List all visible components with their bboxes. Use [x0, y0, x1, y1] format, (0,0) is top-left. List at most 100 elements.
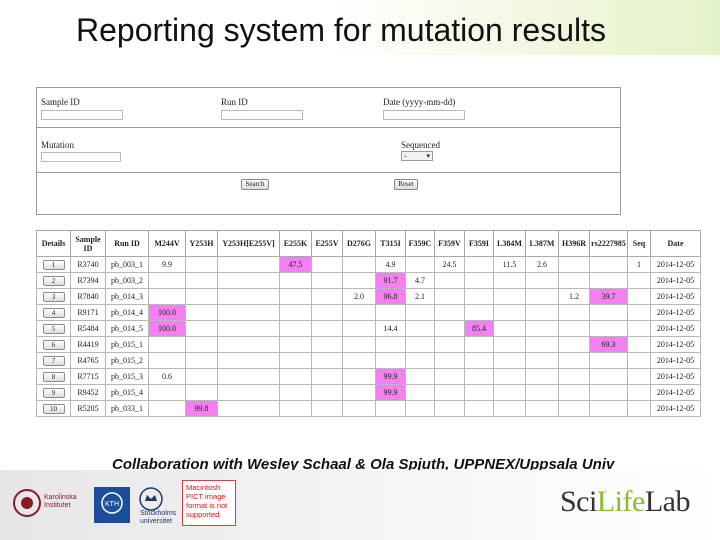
details-button[interactable]: 8: [42, 371, 65, 382]
table-cell: [311, 304, 343, 321]
table-cell: 2014-12-05: [650, 288, 701, 305]
scilifelab-life: Life: [596, 485, 645, 518]
table-cell: [217, 272, 280, 289]
table-cell: [375, 304, 406, 321]
table-cell: [311, 256, 343, 273]
table-cell: R9452: [70, 384, 106, 401]
column-header: Details: [36, 230, 71, 257]
table-row: 8 R7715 pb_015_3 0.6 99.9 2014-12-05: [36, 368, 701, 385]
table-cell: [217, 384, 280, 401]
table-cell: [279, 288, 312, 305]
details-button[interactable]: 7: [42, 355, 65, 366]
table-cell: [342, 352, 376, 369]
table-cell: [589, 320, 628, 337]
table-cell: [279, 304, 312, 321]
details-cell: 6: [36, 336, 71, 353]
details-button[interactable]: 2: [42, 275, 65, 286]
table-cell: [627, 304, 651, 321]
table-cell: [589, 256, 628, 273]
table-cell: [464, 400, 494, 417]
table-cell: [493, 400, 526, 417]
table-cell: 2014-12-05: [650, 304, 701, 321]
details-button[interactable]: 4: [42, 307, 65, 318]
kth-crest-icon: KTH: [101, 492, 123, 514]
table-cell: [405, 256, 435, 273]
table-cell: [185, 320, 218, 337]
search-form: Sample ID Run ID Date (yyyy-mm-dd) Mutat…: [36, 87, 621, 215]
table-row: 4 R9171 pb_014_4 100.0 2014-12-05: [36, 304, 701, 321]
table-cell: R5205: [70, 400, 106, 417]
table-cell: [405, 400, 435, 417]
pict-unsupported-notice: Macintosh PICT image format is not suppo…: [182, 480, 236, 526]
table-cell: [217, 336, 280, 353]
table-cell: [525, 288, 559, 305]
date-input[interactable]: [383, 110, 465, 120]
column-header: Date: [650, 230, 701, 257]
table-row: 10 R5205 pb_033_1 99.8 2014-12-05: [36, 400, 701, 417]
table-cell: [525, 304, 559, 321]
details-button[interactable]: 10: [42, 403, 65, 414]
table-cell: [375, 336, 406, 353]
table-cell: [464, 288, 494, 305]
table-cell: [311, 272, 343, 289]
table-cell: [589, 368, 628, 385]
table-cell: [148, 272, 186, 289]
table-cell: [217, 304, 280, 321]
column-header: Seq: [627, 230, 651, 257]
details-button[interactable]: 1: [42, 259, 65, 270]
table-cell: [525, 384, 559, 401]
table-cell: [558, 352, 590, 369]
table-cell: [434, 304, 465, 321]
details-cell: 8: [36, 368, 71, 385]
table-cell: [464, 368, 494, 385]
sample-id-input[interactable]: [41, 110, 123, 120]
table-cell: [434, 352, 465, 369]
table-cell: R5484: [70, 320, 106, 337]
table-cell: [558, 304, 590, 321]
table-cell: 39.7: [589, 288, 628, 305]
table-cell: [525, 336, 559, 353]
table-cell: R4419: [70, 336, 106, 353]
table-cell: 2014-12-05: [650, 352, 701, 369]
details-button[interactable]: 3: [42, 291, 65, 302]
kth-logo: KTH: [94, 487, 130, 523]
table-cell: pb_014_3: [105, 288, 149, 305]
table-cell: [342, 272, 376, 289]
details-button[interactable]: 5: [42, 323, 65, 334]
table-cell: [434, 400, 465, 417]
mutation-label: Mutation: [41, 140, 74, 150]
reset-button[interactable]: Reset: [394, 179, 418, 190]
table-cell: R3740: [70, 256, 106, 273]
run-id-input[interactable]: [221, 110, 303, 120]
details-button[interactable]: 9: [42, 387, 65, 398]
table-cell: [185, 352, 218, 369]
table-cell: [464, 384, 494, 401]
run-id-label: Run ID: [221, 97, 248, 107]
details-button[interactable]: 6: [42, 339, 65, 350]
table-cell: pb_033_1: [105, 400, 149, 417]
table-cell: [434, 272, 465, 289]
table-cell: 96.8: [375, 288, 406, 305]
mutation-input[interactable]: [41, 152, 121, 162]
details-cell: 5: [36, 320, 71, 337]
table-row: 6 R4419 pb_015_1 69.3 2014-12-05: [36, 336, 701, 353]
table-cell: [493, 288, 526, 305]
table-cell: R7840: [70, 288, 106, 305]
search-button[interactable]: Search: [241, 179, 269, 190]
table-cell: [627, 320, 651, 337]
table-cell: [493, 352, 526, 369]
table-cell: 0.6: [148, 368, 186, 385]
table-cell: [375, 352, 406, 369]
table-cell: [405, 352, 435, 369]
table-cell: [493, 304, 526, 321]
table-cell: [342, 336, 376, 353]
table-cell: pb_014_4: [105, 304, 149, 321]
table-cell: R7394: [70, 272, 106, 289]
karolinska-logo: Karolinska Institutet: [12, 488, 77, 523]
table-cell: [589, 352, 628, 369]
table-cell: [434, 320, 465, 337]
sequenced-select[interactable]: - ▾: [401, 151, 433, 161]
table-cell: [525, 352, 559, 369]
table-cell: [185, 288, 218, 305]
table-cell: 100.0: [148, 304, 186, 321]
